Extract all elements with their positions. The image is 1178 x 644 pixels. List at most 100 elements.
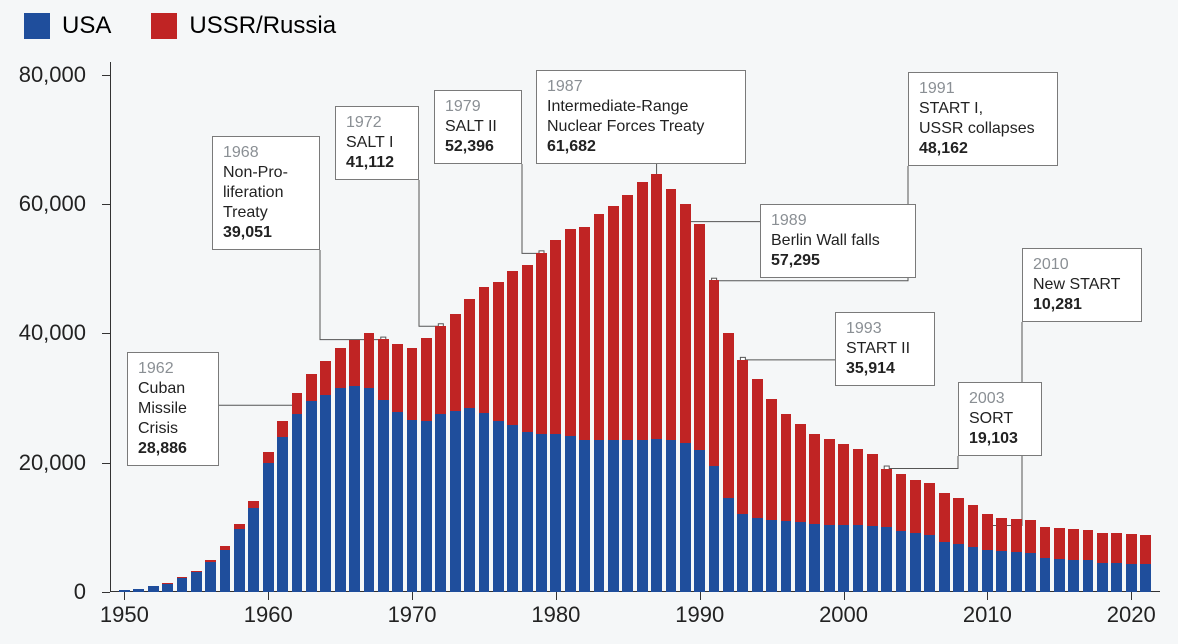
bar-segment-ussr [248, 501, 259, 508]
bar [119, 590, 130, 592]
bar [1011, 519, 1022, 592]
y-tick [102, 592, 110, 593]
annotation-box: 1972SALT I41,112 [335, 106, 419, 180]
bar-segment-ussr [392, 344, 403, 412]
bar [306, 374, 317, 592]
bar [550, 240, 561, 592]
bar-segment-usa [392, 412, 403, 592]
bar [766, 399, 777, 592]
annotation-text: SALT I [346, 133, 408, 153]
legend: USA USSR/Russia [24, 12, 336, 40]
bar-segment-ussr [766, 399, 777, 519]
bar [637, 182, 648, 592]
bar-segment-ussr [1025, 520, 1036, 552]
bar-segment-usa [651, 439, 662, 592]
bar-segment-ussr [809, 434, 820, 524]
bar [838, 444, 849, 592]
bar-segment-usa [680, 443, 691, 592]
bar [723, 333, 734, 592]
bar [982, 514, 993, 592]
bar-segment-ussr [953, 498, 964, 543]
bar-segment-ussr [622, 195, 633, 440]
bar-segment-ussr [306, 374, 317, 401]
annotation-box: 1962Cuban Missile Crisis28,886 [127, 352, 219, 466]
bar-segment-usa [795, 522, 806, 592]
x-tick-label: 1950 [100, 602, 149, 628]
bar-segment-ussr [1111, 533, 1122, 563]
bar-segment-usa [723, 498, 734, 592]
bar-segment-ussr [450, 314, 461, 411]
x-tick [700, 592, 701, 600]
bar [1083, 530, 1094, 592]
y-tick-label: 60,000 [19, 191, 86, 217]
y-tick [102, 333, 110, 334]
bar-segment-usa [1111, 563, 1122, 592]
bar-segment-ussr [364, 333, 375, 388]
bar [133, 589, 144, 592]
annotation-value: 39,051 [223, 223, 309, 243]
bar [435, 326, 446, 592]
bar-segment-ussr [407, 348, 418, 420]
bar-segment-usa [205, 562, 216, 592]
bar [536, 253, 547, 592]
bar-segment-ussr [694, 224, 705, 450]
bar [651, 174, 662, 592]
bar-segment-usa [953, 544, 964, 592]
bar-segment-ussr [378, 339, 389, 400]
annotation-value: 52,396 [445, 137, 511, 157]
annotation-box: 2010New START10,281 [1022, 248, 1142, 322]
bar-segment-usa [407, 420, 418, 592]
bar [737, 360, 748, 592]
bar-segment-usa [335, 388, 346, 592]
annotation-box: 1989Berlin Wall falls57,295 [760, 204, 916, 278]
bar-segment-ussr [838, 444, 849, 525]
legend-swatch-usa [24, 13, 50, 39]
bar-segment-ussr [1097, 533, 1108, 563]
bar [507, 271, 518, 592]
bar [622, 195, 633, 592]
bar-segment-ussr [968, 505, 979, 547]
bar-segment-usa [421, 421, 432, 592]
bar [853, 449, 864, 592]
bar-segment-usa [996, 551, 1007, 592]
bar [148, 586, 159, 592]
annotation-box: 1991START I, USSR collapses48,162 [908, 72, 1058, 166]
bar-segment-usa [709, 466, 720, 592]
bar-segment-ussr [1040, 527, 1051, 559]
bar-segment-ussr [824, 439, 835, 524]
bar [680, 204, 691, 592]
x-tick [268, 592, 269, 600]
bar-segment-usa [220, 550, 231, 592]
annotation-year: 1979 [445, 97, 511, 117]
legend-item-usa: USA [24, 12, 111, 40]
annotation-text: New START [1033, 275, 1131, 295]
bar-segment-usa [191, 572, 202, 592]
bar [450, 314, 461, 592]
bar [464, 299, 475, 592]
bar-segment-ussr [507, 271, 518, 425]
bar [896, 474, 907, 592]
bar-segment-ussr [292, 393, 303, 414]
bar-segment-ussr [680, 204, 691, 443]
bar-segment-usa [277, 437, 288, 592]
annotation-text: START II [846, 339, 924, 359]
annotation-box: 1979SALT II52,396 [434, 90, 522, 164]
bar-segment-ussr [666, 189, 677, 440]
bar-segment-ussr [1083, 530, 1094, 560]
bar-segment-usa [464, 408, 475, 592]
annotation-value: 41,112 [346, 153, 408, 173]
bar-segment-ussr [320, 361, 331, 395]
bar [378, 339, 389, 592]
annotation-value: 35,914 [846, 359, 924, 379]
annotation-year: 1993 [846, 319, 924, 339]
annotation-year: 2010 [1033, 255, 1131, 275]
bar-segment-ussr [536, 253, 547, 433]
bar-segment-usa [666, 440, 677, 592]
bar-segment-usa [838, 525, 849, 592]
bar-segment-usa [1054, 559, 1065, 592]
bar-segment-ussr [781, 414, 792, 521]
bar [335, 348, 346, 592]
bar-segment-usa [594, 440, 605, 592]
bar-segment-ussr [723, 333, 734, 498]
annotation-box: 1968Non-Pro- liferation Treaty39,051 [212, 136, 320, 250]
